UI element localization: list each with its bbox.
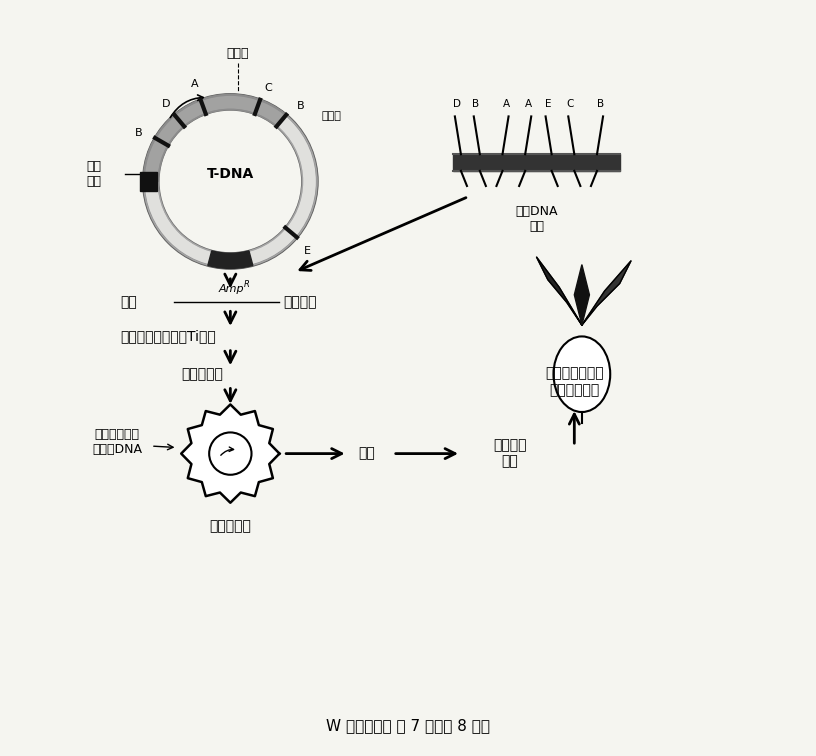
Text: A: A bbox=[526, 99, 533, 109]
Text: 分化形成
植株: 分化形成 植株 bbox=[494, 438, 527, 469]
Text: 含目的基因的重组Ti质粒: 含目的基因的重组Ti质粒 bbox=[121, 330, 216, 343]
Text: B: B bbox=[597, 99, 605, 109]
Text: B: B bbox=[135, 128, 143, 138]
Polygon shape bbox=[181, 404, 279, 503]
Text: 检测植株合成萝
卜硫素的能力: 检测植株合成萝 卜硫素的能力 bbox=[545, 367, 604, 397]
Text: W 生物学试题 第 7 页（共 8 页）: W 生物学试题 第 7 页（共 8 页） bbox=[326, 718, 490, 733]
Polygon shape bbox=[144, 94, 286, 181]
Text: 选用: 选用 bbox=[121, 296, 137, 309]
Text: 含目的基因的
染色体DNA: 含目的基因的 染色体DNA bbox=[92, 428, 142, 457]
Text: A: A bbox=[503, 99, 510, 109]
Bar bbox=[454, 154, 619, 171]
Text: 终止子: 终止子 bbox=[322, 111, 341, 121]
Text: A: A bbox=[191, 79, 199, 89]
Text: D: D bbox=[162, 100, 170, 110]
Polygon shape bbox=[536, 257, 582, 325]
Text: 复制
原点: 复制 原点 bbox=[86, 160, 102, 188]
Polygon shape bbox=[208, 251, 253, 268]
Text: E: E bbox=[544, 99, 551, 109]
Text: C: C bbox=[567, 99, 574, 109]
Polygon shape bbox=[582, 261, 631, 325]
Text: 进行酶切: 进行酶切 bbox=[283, 296, 317, 309]
Text: C: C bbox=[264, 83, 272, 93]
Text: 目的DNA
片段: 目的DNA 片段 bbox=[515, 205, 558, 233]
Text: Amp: Amp bbox=[219, 284, 245, 293]
Text: T-DNA: T-DNA bbox=[206, 167, 254, 181]
Polygon shape bbox=[574, 265, 589, 325]
Text: E: E bbox=[304, 246, 311, 256]
Text: 形成: 形成 bbox=[358, 447, 375, 460]
Text: 土壤农杆菌: 土壤农杆菌 bbox=[181, 367, 223, 381]
Text: B: B bbox=[472, 99, 480, 109]
Bar bbox=[140, 172, 157, 191]
Text: 启动子: 启动子 bbox=[227, 48, 249, 60]
Ellipse shape bbox=[553, 336, 610, 412]
Text: B: B bbox=[297, 101, 305, 110]
Text: 萝卜体细胞: 萝卜体细胞 bbox=[210, 519, 251, 534]
Text: D: D bbox=[453, 99, 461, 109]
Text: R: R bbox=[244, 280, 250, 289]
